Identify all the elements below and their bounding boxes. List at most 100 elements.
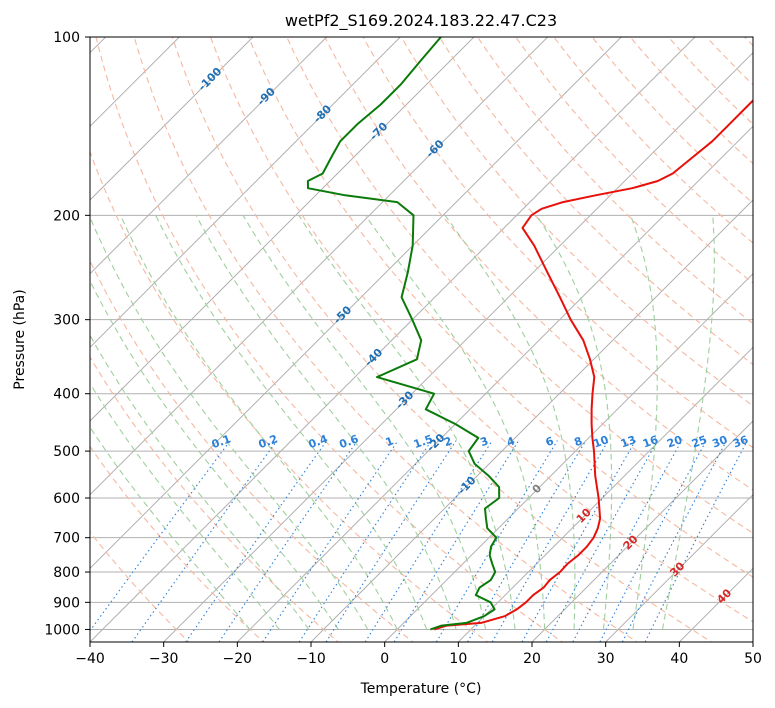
mixing-ratio-line	[491, 440, 609, 642]
x-tick-label: 30	[597, 651, 615, 667]
x-tick-label: 40	[670, 651, 688, 667]
moist-adiabat-line	[195, 215, 457, 630]
mixing-ratio-line	[364, 440, 493, 642]
mixing-ratio-label: 30	[710, 433, 729, 451]
isotherm-label: 10	[574, 506, 594, 526]
moist-adiabat-line	[90, 426, 251, 630]
dry-adiabat-line	[667, 37, 753, 125]
mixing-ratio-line	[185, 440, 328, 642]
y-tick-label: 800	[53, 565, 80, 581]
x-tick-label: 20	[523, 651, 541, 667]
dry-adiabat-line	[90, 259, 414, 642]
mixing-ratio-label: 1.5	[412, 432, 435, 451]
mixing-ratio-label: 13	[619, 433, 638, 450]
moist-adiabat-line	[90, 279, 339, 630]
mixing-ratio-label: 0.2	[257, 432, 280, 451]
x-tick-label: −20	[223, 651, 253, 667]
mixing-ratio-line	[521, 440, 637, 642]
moist-adiabat-line	[119, 215, 398, 630]
y-tick-label: 1000	[44, 622, 80, 638]
axes: −40 −30 −20 −10 0 10 20 30 40 50 1000 900 800 700 600 5…	[44, 30, 762, 667]
mixing-ratio-line	[599, 440, 707, 642]
mixing-ratio-line	[644, 440, 748, 642]
y-tick-label: 700	[53, 531, 80, 547]
isotherm-line	[236, 125, 753, 642]
mixing-ratio-line	[621, 440, 728, 642]
dry-adiabat-line	[629, 37, 753, 165]
dry-adiabat-line	[90, 445, 265, 642]
isotherm-line	[384, 272, 753, 642]
mixing-ratio-label: 0.4	[307, 432, 330, 451]
mixing-ratio-line	[298, 440, 432, 642]
mixing-ratio-label: 6	[544, 434, 556, 449]
temperature-profile-line	[433, 99, 753, 631]
mixing-ratio-line	[218, 440, 358, 642]
mixing-ratio-line	[325, 440, 457, 642]
plot-area: 0.1 0.2 0.4 0.6 1 1.5 2 3 4 6 8 10 13 16 20 25 30 36-100-…	[90, 24, 775, 645]
y-tick-label: 600	[53, 491, 80, 507]
mixing-ratio-label: 0.1	[210, 432, 233, 451]
moist-adiabat-line	[155, 215, 428, 630]
mixing-ratio-label: 16	[641, 433, 660, 451]
isotherm-line	[531, 420, 753, 642]
dry-adiabat-line	[515, 37, 753, 284]
x-tick-label: −40	[75, 651, 105, 667]
plot-frame	[89, 36, 754, 643]
dry-adiabat-line	[400, 37, 753, 407]
x-tick-label: −10	[296, 651, 326, 667]
mixing-ratio-line	[262, 440, 399, 642]
y-tick-label: 400	[53, 387, 80, 403]
mixing-ratio-label: 10	[592, 433, 611, 451]
mixing-ratio-line	[393, 440, 520, 642]
moist-adiabat-line	[90, 334, 310, 630]
x-tick-label: −30	[149, 651, 179, 667]
moist-adiabat-line	[629, 215, 658, 630]
moist-adiabat-line	[661, 215, 715, 630]
mixing-ratio-label: 20	[665, 433, 684, 451]
moist-adiabat-line	[242, 215, 487, 630]
x-tick-label: 0	[380, 651, 389, 667]
chart-title: wetPf2_S169.2024.183.22.47.C23	[285, 11, 557, 31]
mixing-ratio-label: 4	[505, 434, 517, 449]
y-axis-label: Pressure (hPa)	[12, 289, 28, 389]
x-tick-label: 50	[744, 651, 762, 667]
mixing-ratio-label: 25	[690, 433, 709, 450]
y-tick-label: 300	[53, 313, 80, 329]
isotherm-line	[90, 37, 622, 570]
isotherm-line	[605, 493, 753, 642]
mixing-ratio-line	[545, 440, 659, 642]
dry-adiabat-line	[770, 24, 775, 645]
moist-adiabat-line	[536, 215, 613, 630]
y-tick-label: 100	[53, 30, 80, 46]
mixing-ratio-label: 8	[572, 434, 584, 449]
isotherm-line	[90, 37, 254, 201]
dry-adiabat-line	[591, 37, 753, 204]
moist-adiabat-line	[298, 215, 516, 630]
isotherm-line	[752, 641, 753, 642]
mixing-ratio-line	[572, 440, 683, 642]
isotherm-line	[90, 37, 328, 275]
isotherm-line	[90, 37, 549, 496]
dry-adiabat-line	[90, 150, 489, 642]
moist-adiabat-line	[90, 215, 369, 630]
dry-adiabat-line	[324, 37, 753, 491]
mixing-ratio-label: 0.6	[338, 432, 361, 451]
dry-adiabat-line	[743, 37, 753, 47]
y-tick-label: 500	[53, 444, 80, 460]
isotherm-line	[457, 346, 753, 642]
dry-adiabat-line	[705, 37, 753, 86]
moist-adiabat-line	[444, 214, 576, 630]
dry-adiabat-line	[438, 37, 753, 366]
dry-adiabat-line	[95, 37, 564, 642]
dry-adiabat-line	[90, 356, 340, 642]
dry-adiabat-line	[286, 37, 753, 534]
mixing-ratio-line	[90, 440, 231, 632]
dewpoint-profile-line	[306, 37, 501, 631]
isotherm-line	[90, 37, 475, 422]
dry-adiabat-line	[133, 37, 639, 642]
mixing-ratio-label: 2	[442, 434, 454, 449]
mixing-ratio-line	[131, 440, 278, 642]
mixing-ratio-line	[435, 440, 558, 642]
mixing-ratio-label: 1	[384, 434, 396, 449]
